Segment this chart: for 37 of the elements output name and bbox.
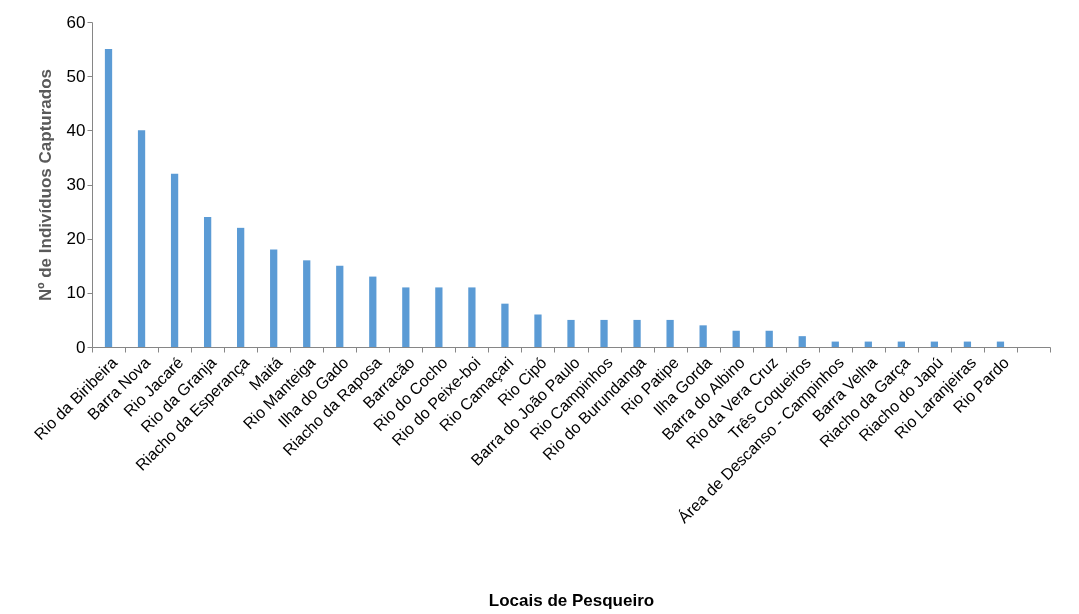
bar xyxy=(996,341,1005,347)
y-tick-label: 10 xyxy=(66,283,86,303)
bar xyxy=(303,260,311,347)
bar xyxy=(137,130,146,347)
bar xyxy=(930,341,939,347)
bar xyxy=(402,287,410,347)
bar xyxy=(104,49,113,347)
y-axis-title: Nº de Indivíduos Capturados xyxy=(35,69,55,301)
bar xyxy=(435,287,443,347)
bar xyxy=(600,319,608,347)
bar xyxy=(336,265,344,347)
bar xyxy=(864,341,872,347)
y-tick-label: 20 xyxy=(66,229,86,249)
bar xyxy=(501,303,509,347)
bar xyxy=(534,314,542,347)
y-tick-label: 30 xyxy=(66,175,86,194)
bar xyxy=(732,330,740,347)
bar xyxy=(666,319,674,347)
bar xyxy=(699,325,707,347)
bar xyxy=(897,341,905,347)
bar xyxy=(237,227,245,347)
y-tick-label: 40 xyxy=(66,120,86,140)
bar xyxy=(633,319,641,347)
bar xyxy=(270,249,278,347)
y-tick-label: 60 xyxy=(66,12,86,32)
bar xyxy=(963,341,972,347)
bar xyxy=(203,217,212,347)
bar xyxy=(170,173,179,347)
bar xyxy=(798,336,806,347)
bar xyxy=(369,276,377,347)
x-axis-title: Locais de Pesqueiro xyxy=(488,590,655,610)
bar xyxy=(831,341,839,347)
y-tick-label: 50 xyxy=(66,66,86,86)
bar xyxy=(567,319,575,347)
y-tick-label: 0 xyxy=(76,337,86,357)
bar xyxy=(468,287,476,347)
bar xyxy=(765,330,773,347)
